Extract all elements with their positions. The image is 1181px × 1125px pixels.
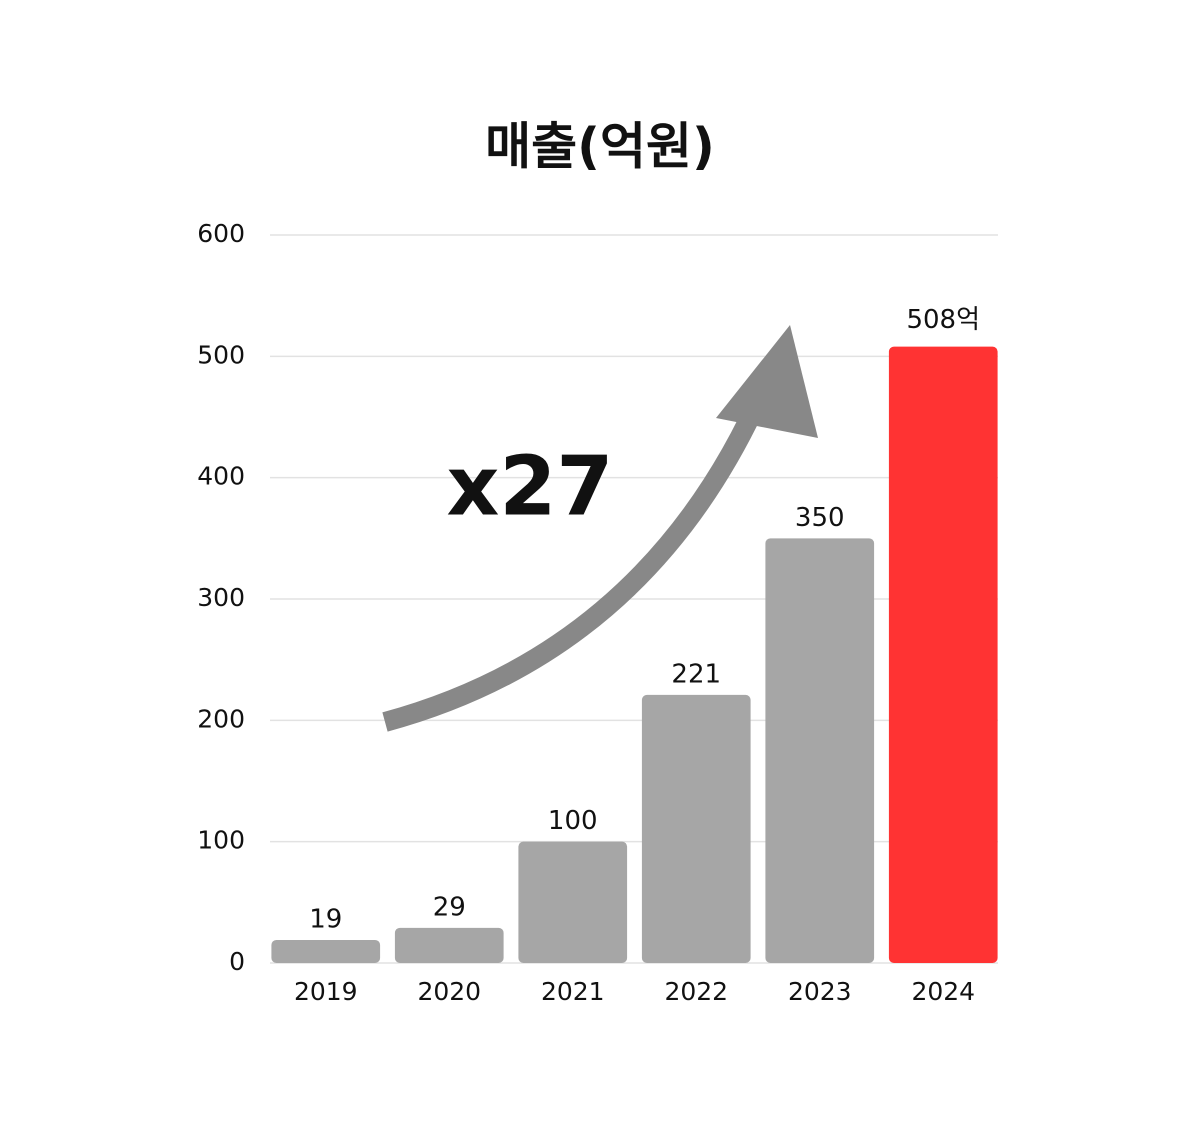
x-tick-label: 2021 [541, 977, 605, 1006]
bar [518, 841, 628, 963]
arrow-head [716, 325, 818, 438]
y-tick-label: 200 [197, 704, 245, 733]
value-label: 29 [433, 892, 466, 922]
y-tick-label: 400 [197, 462, 245, 491]
y-tick-label: 500 [197, 340, 245, 369]
y-tick-label: 0 [229, 947, 245, 976]
x-tick-label: 2023 [788, 977, 852, 1006]
annotation: x27 [446, 439, 613, 534]
y-tick-label: 300 [197, 583, 245, 612]
bar [271, 939, 381, 963]
bar [765, 538, 875, 963]
bar [641, 694, 751, 963]
chart-title: 매출(억원) [485, 118, 715, 176]
x-tick-label: 2020 [417, 977, 481, 1006]
y-tick-label: 600 [197, 219, 245, 248]
value-label: 221 [671, 659, 721, 689]
value-label: 350 [795, 503, 845, 533]
value-label: 19 [309, 904, 342, 934]
x-tick-label: 2022 [664, 977, 728, 1006]
x-tick-label: 2019 [294, 977, 358, 1006]
bar [394, 927, 504, 963]
x-tick-label: 2024 [911, 977, 975, 1006]
bar [888, 346, 998, 963]
value-label: 100 [548, 806, 598, 836]
y-tick-label: 100 [197, 826, 245, 855]
value-label: 508억 [906, 305, 980, 335]
growth-arrow [382, 381, 775, 732]
